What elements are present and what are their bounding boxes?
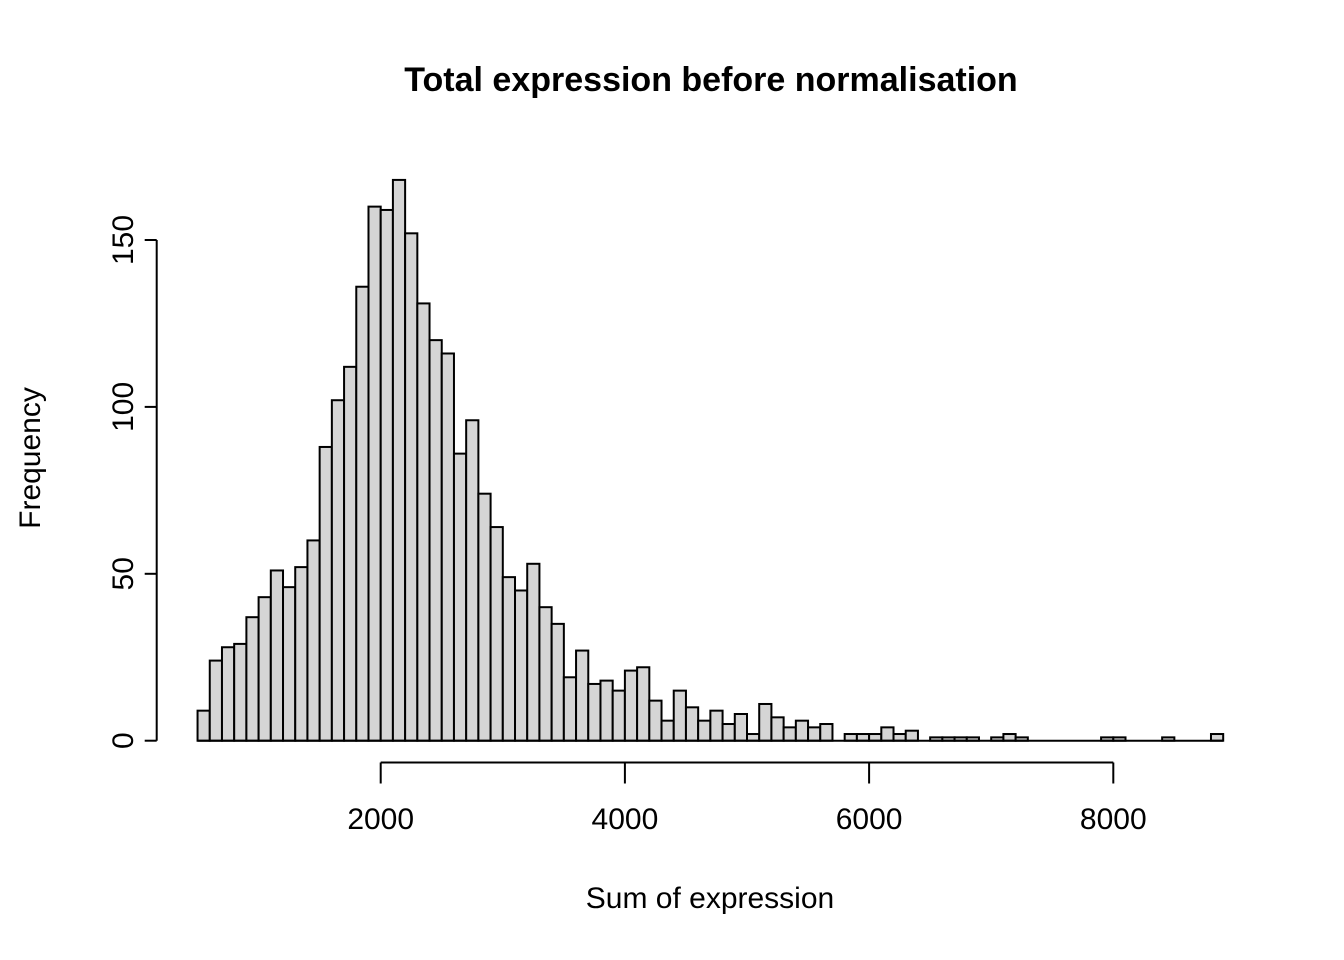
histogram-bar xyxy=(770,716,785,742)
histogram-bar xyxy=(416,302,431,742)
histogram-bar xyxy=(562,676,578,742)
histogram-bar xyxy=(855,733,871,742)
histogram-bar xyxy=(782,726,797,742)
histogram-bar xyxy=(880,726,895,742)
histogram-bar xyxy=(611,689,626,742)
histogram-bar xyxy=(489,526,504,742)
histogram-bar xyxy=(208,659,223,742)
y-tick-label: 100 xyxy=(107,382,140,432)
bars-group xyxy=(196,178,1225,742)
histogram-bar xyxy=(501,576,517,742)
histogram-bar xyxy=(391,178,407,742)
histogram-bar xyxy=(452,452,468,742)
histogram-bar xyxy=(746,733,761,742)
histogram-bar xyxy=(697,719,712,742)
x-tick-label: 2000 xyxy=(347,803,414,836)
histogram-bar xyxy=(648,699,663,742)
histogram-bar xyxy=(428,339,443,742)
histogram-bar xyxy=(660,719,675,742)
histogram-bar xyxy=(477,492,492,742)
histogram-bar xyxy=(465,419,480,742)
histogram-bar xyxy=(904,729,919,742)
histogram-bar xyxy=(245,616,260,742)
histogram-bar xyxy=(672,689,687,742)
histogram-bar xyxy=(330,399,346,742)
histogram-bar xyxy=(269,569,285,742)
histogram-bar xyxy=(440,352,455,742)
histogram-bar xyxy=(843,733,858,742)
histogram-bar xyxy=(1002,733,1017,742)
histogram-bar xyxy=(404,232,419,742)
y-tick-label: 150 xyxy=(107,215,140,265)
histogram-bar xyxy=(733,713,748,742)
y-tick-label: 50 xyxy=(107,557,140,590)
histogram-bar xyxy=(1209,733,1225,742)
histogram-bar xyxy=(318,445,333,742)
x-axis-label: Sum of expression xyxy=(586,882,834,915)
histogram-bar xyxy=(526,562,541,742)
histogram-bar xyxy=(794,719,810,742)
histogram-bar xyxy=(575,649,590,742)
histogram-bar xyxy=(550,622,565,742)
histogram-bar xyxy=(623,669,639,742)
x-tick-label: 8000 xyxy=(1080,803,1147,836)
histogram-bar xyxy=(379,208,394,742)
histogram-bar xyxy=(587,682,602,742)
histogram-bar xyxy=(282,586,297,742)
histogram-bar xyxy=(514,589,529,742)
axes-group: 0 50 100 150 2000 4000 6000 8000 xyxy=(107,215,1224,836)
histogram-bar xyxy=(367,205,382,742)
x-tick-label: 4000 xyxy=(592,803,659,836)
histogram-bar xyxy=(599,679,614,742)
histogram-bar xyxy=(220,646,236,742)
histogram-bar xyxy=(892,733,907,742)
histogram-bar xyxy=(306,539,321,742)
histogram-bar xyxy=(294,566,309,742)
histogram-bar xyxy=(355,285,370,742)
x-tick-label: 6000 xyxy=(836,803,903,836)
histogram-bar xyxy=(233,642,248,742)
histogram-bar xyxy=(819,723,834,742)
histogram-bar xyxy=(343,365,358,742)
histogram-bar xyxy=(257,596,272,742)
histogram-bar xyxy=(196,709,211,742)
histogram-bar xyxy=(709,709,724,742)
histogram-bar xyxy=(721,723,736,742)
y-axis-label: Frequency xyxy=(14,387,47,529)
histogram-bar xyxy=(684,706,700,742)
histogram-bar xyxy=(868,733,883,742)
histogram-bar xyxy=(807,726,822,742)
histogram-bar xyxy=(538,606,553,742)
histogram-bar xyxy=(758,702,773,742)
chart-title: Total expression before normalisation xyxy=(404,61,1017,99)
histogram-bar xyxy=(636,666,651,742)
y-tick-label: 0 xyxy=(107,732,140,749)
